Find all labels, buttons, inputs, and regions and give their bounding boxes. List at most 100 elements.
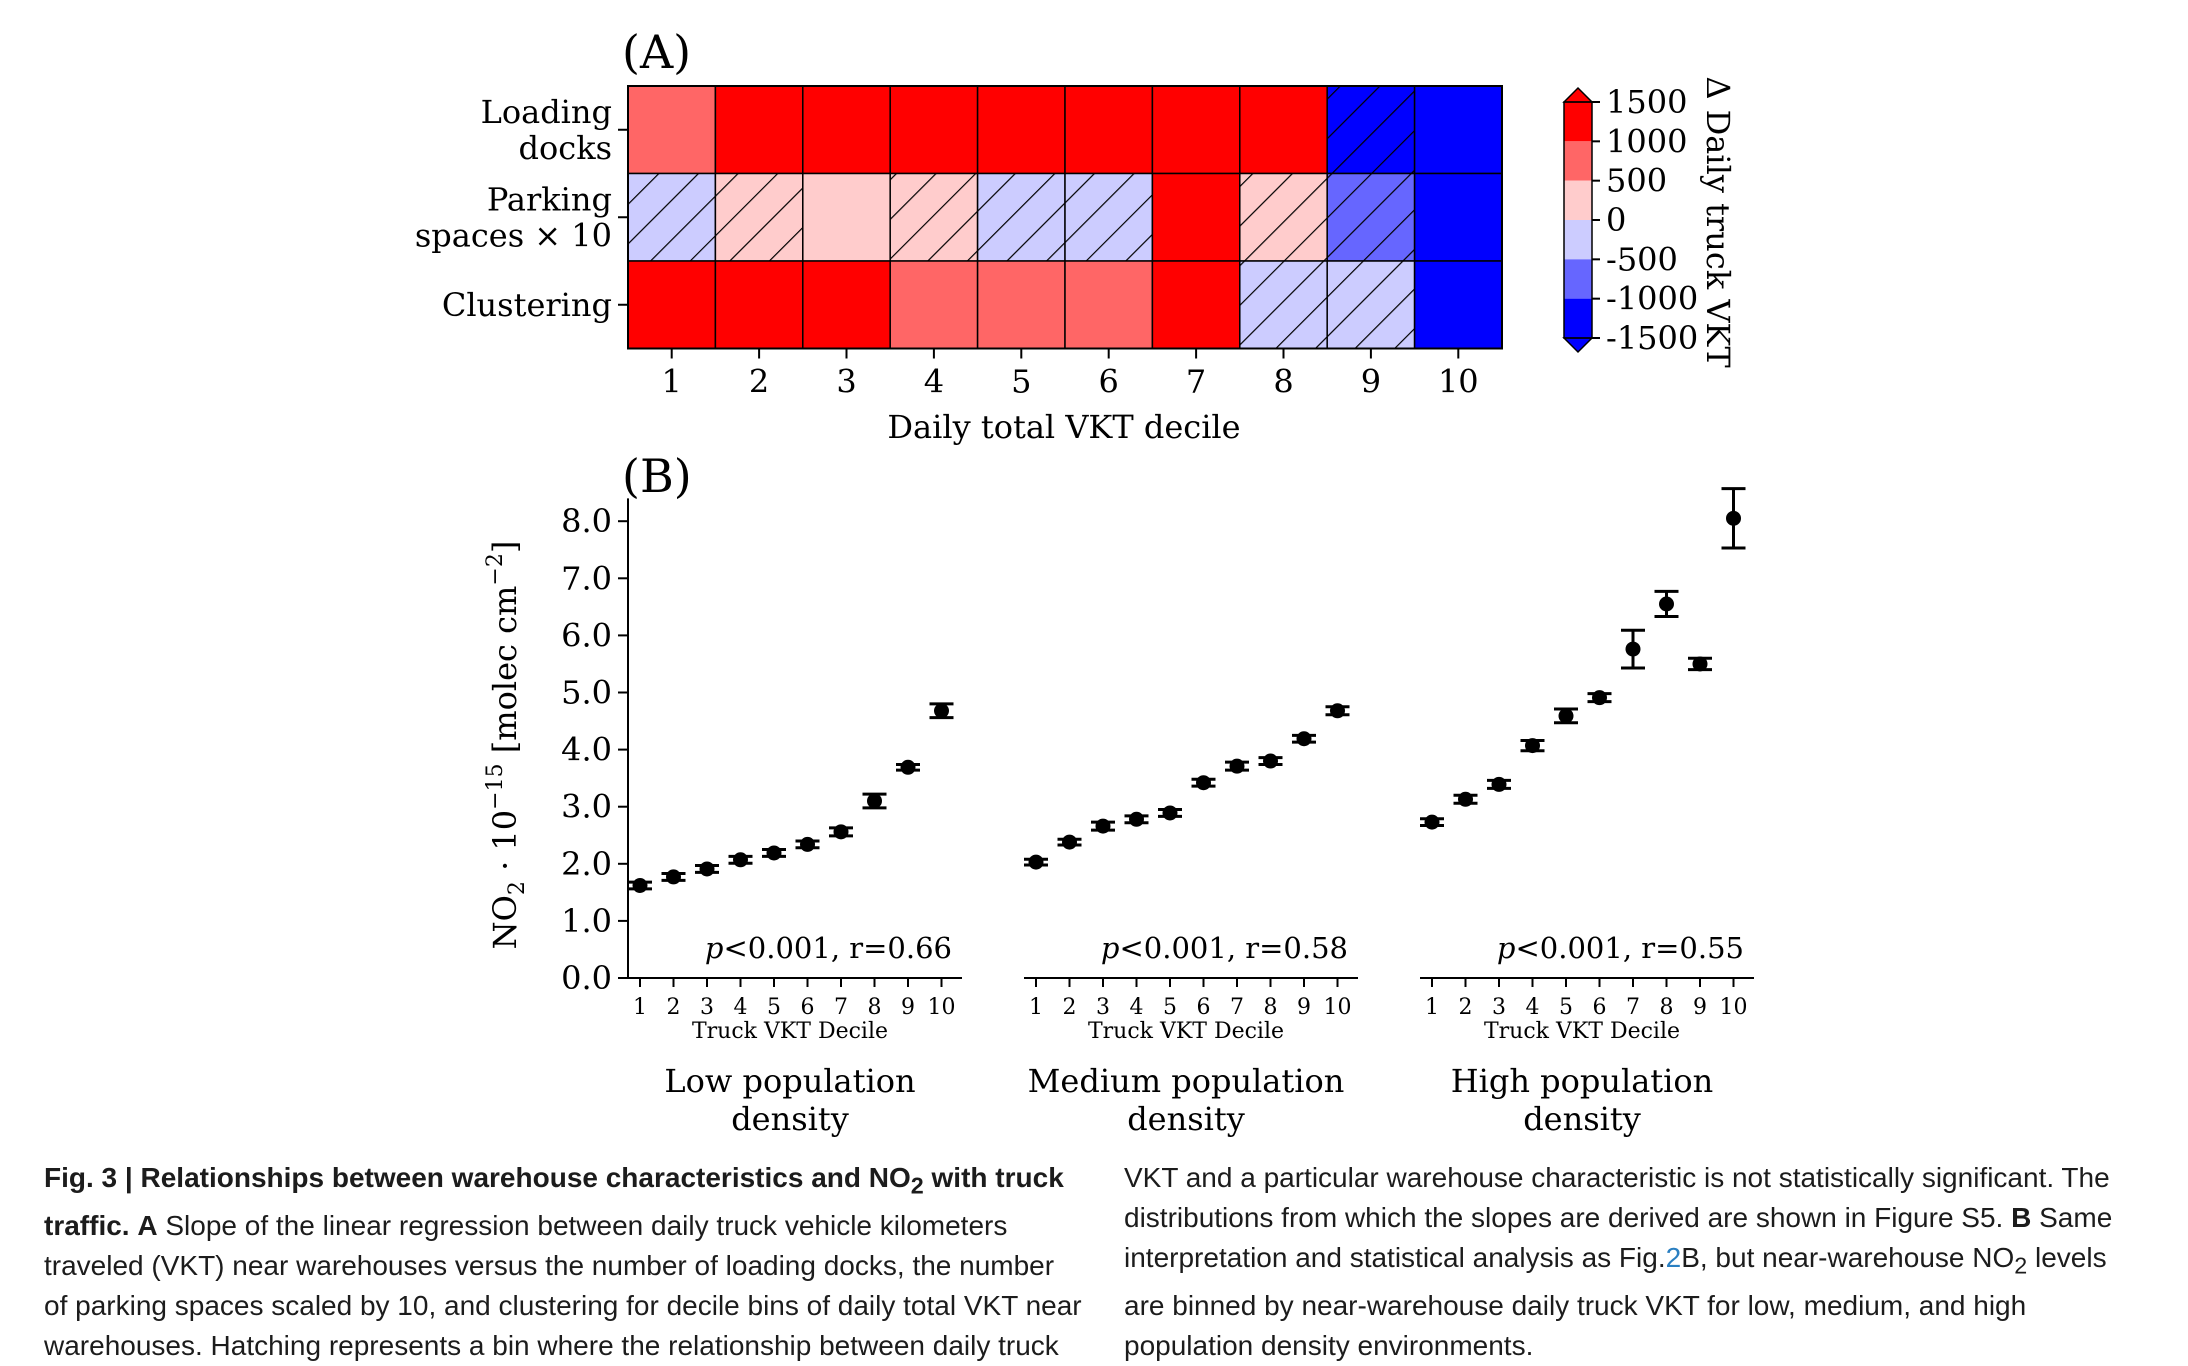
y-axis-tick-label: 5.0 <box>561 674 612 712</box>
x-axis-tick-label: 9 <box>1297 995 1311 1020</box>
heatmap-x-tick-label: 7 <box>1186 363 1206 401</box>
data-point <box>1330 703 1345 719</box>
colorbar-tick-label: 0 <box>1606 201 1626 239</box>
data-point <box>1659 596 1674 612</box>
heatmap-cell-hatch <box>1327 173 1415 261</box>
x-axis-tick-label: 10 <box>1324 995 1352 1020</box>
colorbar-tick-label: -1000 <box>1606 280 1698 318</box>
data-point <box>1263 753 1278 769</box>
data-point <box>1625 641 1641 657</box>
y-axis-tick-label: 1.0 <box>561 902 612 940</box>
y-axis-tick-label: 2.0 <box>561 845 612 883</box>
colorbar-tick-label: 1000 <box>1606 122 1687 160</box>
x-axis-tick-label: 7 <box>834 995 848 1020</box>
x-axis-tick-label: 7 <box>1626 995 1640 1020</box>
data-point <box>1726 510 1741 526</box>
heatmap-x-tick-label: 6 <box>1099 363 1119 401</box>
x-axis-tick-label: 2 <box>1459 995 1473 1020</box>
data-point <box>1424 814 1440 830</box>
x-axis-tick-label: 10 <box>1720 995 1748 1020</box>
subplot-title: Medium population <box>1028 1062 1345 1100</box>
heatmap-row-label: Loading <box>481 93 612 131</box>
colorbar-tick-label: -1500 <box>1606 319 1698 357</box>
heatmap-row-label: spaces × 10 <box>415 216 612 254</box>
heatmap-x-tick-label: 4 <box>924 363 944 401</box>
heatmap-cell <box>714 260 804 350</box>
heatmap-cell <box>627 85 717 175</box>
x-axis-tick-label: 2 <box>1063 995 1077 1020</box>
heatmap-cell-hatch <box>890 173 978 261</box>
heatmap-cell <box>889 85 979 175</box>
data-point <box>1095 818 1111 834</box>
subplot-title-line-2: density <box>1523 1100 1641 1138</box>
x-axis-tick-label: 4 <box>734 995 748 1020</box>
data-point <box>800 836 815 852</box>
data-point <box>934 703 949 719</box>
colorbar-segment <box>1564 102 1592 142</box>
heatmap-cell <box>1064 85 1154 175</box>
caption-figure-reference-link[interactable]: 2 <box>1665 1242 1682 1273</box>
x-axis-tick-label: 1 <box>1029 995 1043 1020</box>
y-axis-tick-label: 4.0 <box>561 731 612 769</box>
x-axis-tick-label: 5 <box>767 995 781 1020</box>
colorbar-segment <box>1564 298 1592 338</box>
heatmap-row-label: docks <box>519 129 612 167</box>
panel-b-y-axis: 0.0 1.0 2.0 3.0 4.0 5.0 6.0 7.0 8.0 <box>561 498 629 997</box>
heatmap-cell-hatch <box>628 173 716 261</box>
heatmap-x-tick-label: 9 <box>1361 363 1381 401</box>
data-point <box>632 877 648 893</box>
x-axis-tick-label: 3 <box>700 995 714 1020</box>
heatmap-cell-hatch <box>1327 86 1415 174</box>
heatmap-cell <box>1064 260 1154 350</box>
data-point <box>1458 791 1473 807</box>
panel-b-y-axis-label: NO2 · 10−15 [molec cm−2] <box>483 541 530 950</box>
heatmap-cell <box>627 260 717 350</box>
colorbar-tick-label: 1500 <box>1606 83 1687 121</box>
heatmap-cell <box>976 85 1066 175</box>
heatmap-cell <box>1413 85 1503 175</box>
x-axis-tick-label: 4 <box>1130 995 1144 1020</box>
x-axis-tick-label: 1 <box>633 995 647 1020</box>
heatmap-cell <box>802 260 891 350</box>
x-axis-label: Truck VKT Decile <box>1484 1019 1680 1044</box>
x-axis-tick-label: 8 <box>1660 995 1674 1020</box>
data-point <box>1491 776 1507 792</box>
data-point <box>733 852 748 868</box>
heatmap-x-tick-label: 1 <box>662 363 682 401</box>
colorbar-tick-label: 500 <box>1606 162 1667 200</box>
heatmap-cell-hatch <box>1239 261 1328 349</box>
heatmap-cell <box>1413 172 1503 262</box>
subplot-title: Low population <box>664 1062 915 1100</box>
colorbar-segment <box>1564 180 1592 220</box>
caption-left-text: Slope of the linear regression between d… <box>44 1209 1082 1361</box>
subplot-3: 1 2 3 4 5 6 7 8 9 10 Truck VKT Decile High populati… <box>1420 487 1754 1138</box>
caption-a-label: A <box>137 1209 158 1241</box>
caption-left-column: Fig. 3 | Relationships between warehouse… <box>44 1158 1084 1366</box>
x-axis-tick-label: 6 <box>801 995 815 1020</box>
heatmap-cell <box>1151 85 1241 175</box>
subplot-stats-annotation: p<0.001, r=0.58 <box>1101 931 1348 965</box>
x-axis-tick-label: 10 <box>928 995 956 1020</box>
x-axis-tick-label: 8 <box>1264 995 1278 1020</box>
data-point <box>699 861 715 877</box>
caption-figure-title: Fig. 3 | Relationships between warehouse… <box>44 1162 1064 1241</box>
x-axis-tick-label: 9 <box>901 995 915 1020</box>
data-point <box>766 845 782 861</box>
heatmap-x-tick-label: 2 <box>749 363 769 401</box>
x-axis-tick-label: 2 <box>667 995 681 1020</box>
data-point <box>1525 738 1540 754</box>
caption-right-text-2: Same interpretation and statistical anal… <box>1124 1202 2113 1273</box>
x-axis-tick-label: 7 <box>1230 995 1244 1020</box>
data-point <box>1229 758 1245 774</box>
heatmap-cell-hatch <box>1065 173 1153 261</box>
heatmap-row-label: Parking <box>487 180 612 218</box>
subplot-1: 1 2 3 4 5 6 7 8 9 10 Truck VKT Decile Low populatio… <box>628 702 962 1138</box>
colorbar-tick-label: -500 <box>1606 240 1678 278</box>
heatmap-cell <box>714 85 804 175</box>
data-point <box>1592 690 1607 706</box>
